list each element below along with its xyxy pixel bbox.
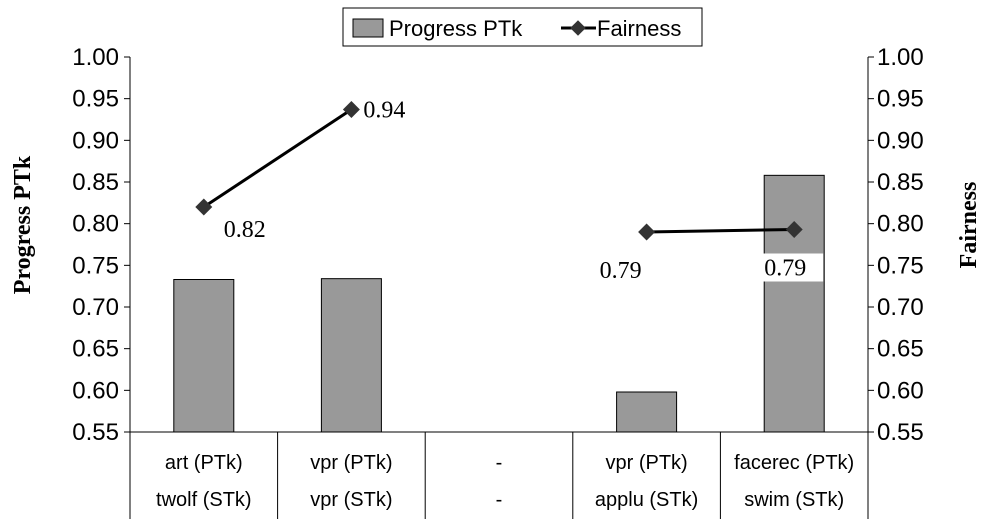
legend: Progress PTk Fairness <box>342 7 703 47</box>
y-tick-label-left: 1.00 <box>72 44 119 71</box>
fairness-line <box>202 108 353 209</box>
y-tick-label-left: 0.75 <box>72 252 119 279</box>
x-tick-label: swim (STk) <box>744 489 844 511</box>
legend-box <box>342 7 703 47</box>
data-label-background <box>360 95 423 124</box>
y-tick-label-right: 0.60 <box>877 377 924 404</box>
legend-bar-swatch <box>352 18 384 38</box>
fairness-point <box>195 198 213 216</box>
y-tick-label-left: 0.80 <box>72 211 119 238</box>
y-axis-title-left: Progress PTk <box>10 155 36 294</box>
data-label: 0.82 <box>224 217 266 243</box>
fairness-line <box>646 228 795 234</box>
y-tick-label-right: 0.55 <box>877 419 924 446</box>
plot-area: 0.55 0.55 0.60 0.60 0.65 0.65 0.70 0.70 0.75 0.75… <box>72 44 924 519</box>
y-tick-label-right: 0.80 <box>877 211 924 238</box>
data-label: 0.94 <box>363 98 405 124</box>
bar <box>320 278 382 433</box>
x-tick-label: vpr (PTk) <box>310 452 392 474</box>
y-tick-label-right: 0.95 <box>877 86 924 113</box>
legend-label-fairness: Fairness <box>597 16 681 41</box>
data-label-background <box>220 215 283 243</box>
bar <box>173 279 235 433</box>
x-tick-label: facerec (PTk) <box>734 452 854 474</box>
y-tick-label-right: 0.85 <box>877 169 924 196</box>
y-axis-title-right: Fairness <box>956 182 982 269</box>
fairness-point <box>638 223 656 241</box>
x-tick-label: applu (STk) <box>595 489 698 511</box>
y-tick-label-left: 0.85 <box>72 169 119 196</box>
data-label-background <box>582 256 645 284</box>
bar <box>763 174 825 433</box>
fairness-point <box>342 101 360 118</box>
x-tick-label: vpr (STk) <box>310 489 392 511</box>
y-tick-label-left: 0.65 <box>72 336 119 363</box>
data-label-background <box>761 253 824 282</box>
data-label: 0.79 <box>600 258 642 284</box>
y-tick-label-right: 0.70 <box>877 294 924 321</box>
y-tick-label-left: 0.60 <box>72 377 119 404</box>
bar <box>616 391 678 433</box>
y-tick-label-right: 0.75 <box>877 252 924 279</box>
y-tick-label-right: 0.65 <box>877 336 924 363</box>
data-label: 0.79 <box>764 256 806 282</box>
x-tick-label: vpr (PTk) <box>605 452 687 474</box>
y-tick-label-right: 1.00 <box>877 44 924 71</box>
y-tick-label-left: 0.55 <box>72 419 119 446</box>
y-tick-label-left: 0.95 <box>72 86 119 113</box>
x-tick-label: - <box>496 489 503 511</box>
y-tick-label-left: 0.70 <box>72 294 119 321</box>
x-tick-label: - <box>496 452 503 474</box>
legend-label-progress: Progress PTk <box>389 16 523 41</box>
y-tick-label-left: 0.90 <box>72 127 119 154</box>
x-tick-label: art (PTk) <box>165 452 243 474</box>
y-tick-label-right: 0.90 <box>877 127 924 154</box>
x-tick-label: twolf (STk) <box>156 489 252 511</box>
fairness-point <box>785 221 803 238</box>
